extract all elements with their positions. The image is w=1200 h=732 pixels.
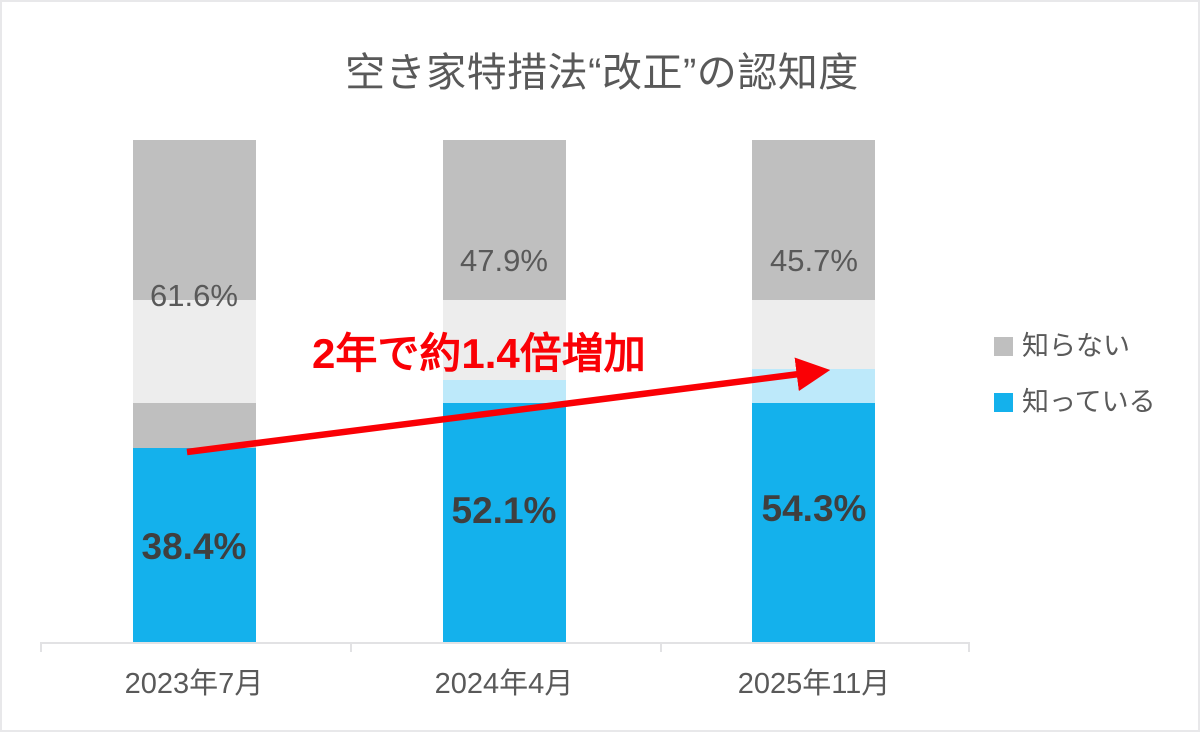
bar-segment-known-1[interactable] bbox=[133, 448, 256, 642]
x-axis-label-2: 2024年4月 bbox=[434, 668, 574, 700]
x-axis-line bbox=[40, 642, 970, 644]
chart-legend: 知らない 知っている bbox=[994, 330, 1184, 442]
plot-area bbox=[40, 140, 970, 652]
legend-swatch-icon bbox=[994, 336, 1013, 356]
data-label-known-2: 52.1% bbox=[451, 490, 557, 531]
legend-label-known: 知っている bbox=[1022, 387, 1156, 417]
legend-item-known[interactable]: 知っている bbox=[994, 386, 1184, 418]
chart-title: 空き家特措法“改正”の認知度 bbox=[345, 51, 859, 95]
legend-swatch-icon bbox=[994, 392, 1013, 412]
x-axis-tick bbox=[660, 643, 662, 652]
x-axis-label-1: 2023年7月 bbox=[124, 668, 264, 700]
data-label-unknown-2: 47.9% bbox=[460, 243, 548, 278]
x-axis-tick bbox=[350, 643, 352, 652]
legend-label-unknown: 知らない bbox=[1022, 331, 1130, 361]
x-axis-label-3: 2025年11月 bbox=[737, 668, 891, 700]
data-label-known-1: 38.4% bbox=[141, 526, 247, 567]
data-label-known-3: 54.3% bbox=[761, 488, 867, 529]
x-axis-tick bbox=[968, 643, 970, 652]
data-label-unknown-3: 45.7% bbox=[770, 243, 858, 278]
x-axis-tick bbox=[40, 643, 42, 652]
data-label-unknown-1: 61.6% bbox=[150, 278, 238, 313]
legend-item-unknown[interactable]: 知らない bbox=[994, 330, 1184, 362]
annotation-label: 2年で約1.4倍増加 bbox=[312, 330, 646, 377]
